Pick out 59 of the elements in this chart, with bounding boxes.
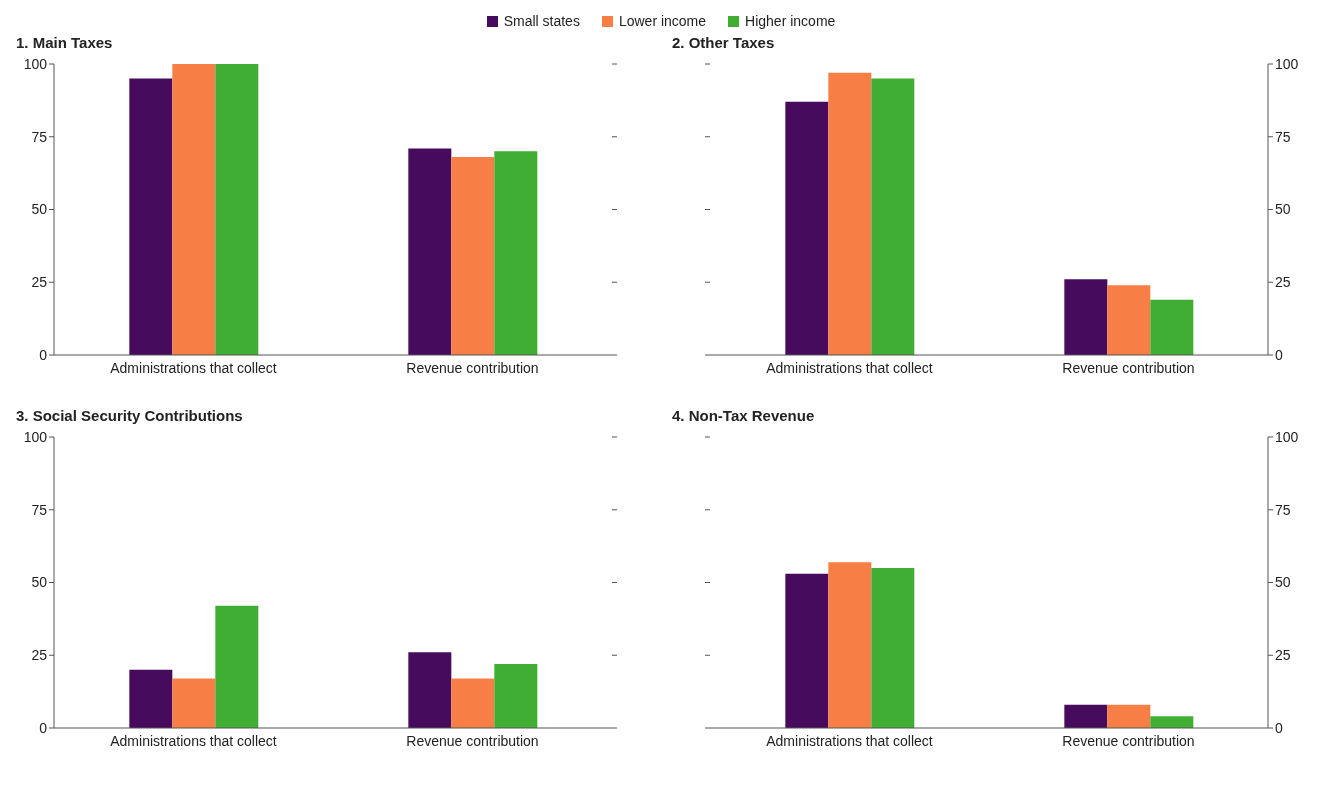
bar [215,64,259,355]
bar [785,101,829,355]
chart-title: 1. Main Taxes [15,34,114,53]
x-tick-label: Administrations that collect [766,359,933,376]
bar [828,72,872,355]
y2-tick-label: 100 [1275,428,1299,445]
y-tick-label: 50 [31,574,48,591]
y-tick-label: 25 [31,647,48,664]
bar [1107,704,1151,728]
x-tick-label: Revenue contribution [1062,359,1195,376]
bar [172,64,216,355]
bar [871,78,915,355]
x-tick-label: Administrations that collect [766,732,933,749]
bar [215,605,259,728]
y-tick-label: 100 [23,55,48,72]
y2-tick-label: 100 [1275,55,1299,72]
bar [828,562,872,728]
y2-tick-label: 25 [1275,274,1291,291]
legend-label: Higher income [744,13,836,29]
bar [871,567,915,728]
bar [451,157,495,355]
bar [785,573,829,728]
bar [494,663,538,728]
y-tick-label: 25 [31,274,48,291]
bar [1064,704,1108,728]
chart-title: 2. Other Taxes [671,34,776,53]
y2-tick-label: 75 [1275,501,1291,518]
x-tick-label: Administrations that collect [110,359,277,376]
bar [1064,279,1108,355]
bar [1150,299,1194,355]
bar [1107,285,1151,355]
bar [129,669,173,728]
y2-tick-label: 0 [1275,346,1283,363]
y2-tick-label: 50 [1275,574,1291,591]
y2-tick-label: 50 [1275,201,1291,218]
y2-tick-label: 75 [1275,128,1291,145]
y-tick-label: 0 [39,719,48,736]
x-tick-label: Administrations that collect [110,732,277,749]
bar [1150,716,1194,728]
chart-title: 4. Non-Tax Revenue [671,407,816,426]
y2-tick-label: 0 [1275,719,1283,736]
y-tick-label: 75 [31,128,48,145]
bar [451,678,495,728]
x-tick-label: Revenue contribution [406,359,539,376]
bar [494,151,538,355]
legend-label: Lower income [617,13,707,29]
bar [408,652,452,728]
y2-tick-label: 25 [1275,647,1291,664]
y-tick-label: 75 [31,501,48,518]
x-tick-label: Revenue contribution [406,732,539,749]
bar [129,78,173,355]
bar [172,678,216,728]
chart-title: 3. Social Security Contributions [15,407,244,426]
x-tick-label: Revenue contribution [1062,732,1195,749]
bar [408,148,452,355]
y-tick-label: 50 [31,201,48,218]
legend-label: Small states [502,13,580,29]
y-tick-label: 0 [39,346,48,363]
y-tick-label: 100 [23,428,48,445]
